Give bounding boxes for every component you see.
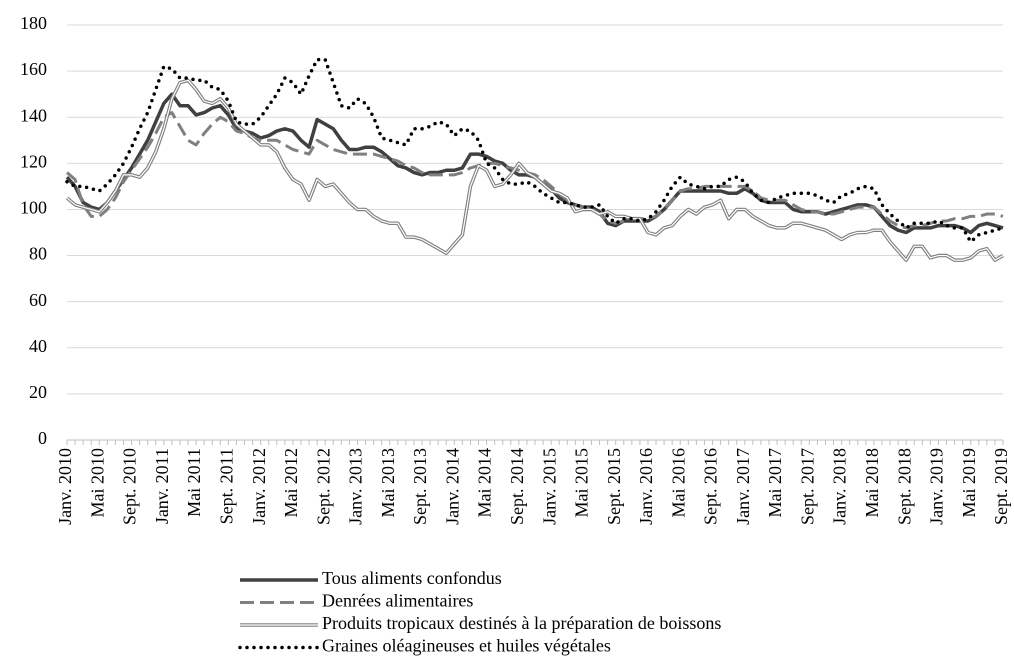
series-line [65,57,1005,244]
x-tick-label: Mai 2011 [184,448,204,517]
x-tick-label: Janv. 2014 [442,448,462,525]
x-tick-label: Janv. 2011 [152,448,172,524]
y-tick-label: 60 [29,290,47,310]
x-tick-label: Sept. 2013 [410,448,430,525]
y-tick-label: 120 [20,151,47,171]
x-tick-label: Mai 2017 [765,448,785,518]
x-tick-label: Sept. 2019 [991,448,1011,525]
x-tick-label: Janv. 2015 [539,448,559,525]
x-tick-label: Janv. 2017 [733,448,753,525]
x-tick-label: Sept. 2015 [604,448,624,525]
x-tick-label: Mai 2013 [378,448,398,518]
x-tick-label: Sept. 2011 [217,448,237,524]
x-tick-label: Sept. 2016 [701,448,721,525]
x-tick-label: Mai 2016 [668,448,688,518]
y-tick-label: 0 [38,428,47,448]
series-line [65,78,1004,262]
x-tick-label: Janv. 2010 [55,448,75,525]
x-tick-label: Janv. 2013 [346,448,366,525]
x-tick-label: Mai 2018 [862,448,882,518]
x-tick-label: Janv. 2016 [636,448,656,525]
x-tick-label: Sept. 2018 [894,448,914,525]
series-line [66,111,1004,230]
x-tick-label: Janv. 2012 [249,448,269,525]
x-tick-label: Sept. 2017 [797,448,817,525]
y-tick-label: 140 [20,105,47,125]
x-tick-label: Mai 2010 [87,448,107,518]
series-line-inner [66,79,1004,261]
x-tick-label: Janv. 2019 [927,448,947,525]
y-tick-label: 160 [20,59,47,79]
y-tick-label: 100 [20,198,47,218]
y-tick-label: 180 [20,13,47,33]
x-tick-label: Mai 2012 [281,448,301,518]
x-tick-label: Mai 2014 [475,448,495,518]
y-tick-label: 20 [29,382,47,402]
legend-label: Denrées alimentaires [322,591,473,611]
x-tick-label: Mai 2019 [959,448,979,518]
x-tick-label: Sept. 2012 [313,448,333,525]
y-tick-label: 40 [29,336,47,356]
legend-label: Graines oléagineuses et huiles végétales [322,636,611,656]
y-tick-label: 80 [29,244,47,264]
x-tick-label: Sept. 2014 [507,448,527,525]
legend-label: Produits tropicaux destinés à la prépara… [322,613,721,633]
legend-label: Tous aliments confondus [322,568,502,588]
x-tick-label: Sept. 2010 [120,448,140,525]
x-tick-label: Janv. 2018 [830,448,850,525]
x-tick-label: Mai 2015 [572,448,592,518]
